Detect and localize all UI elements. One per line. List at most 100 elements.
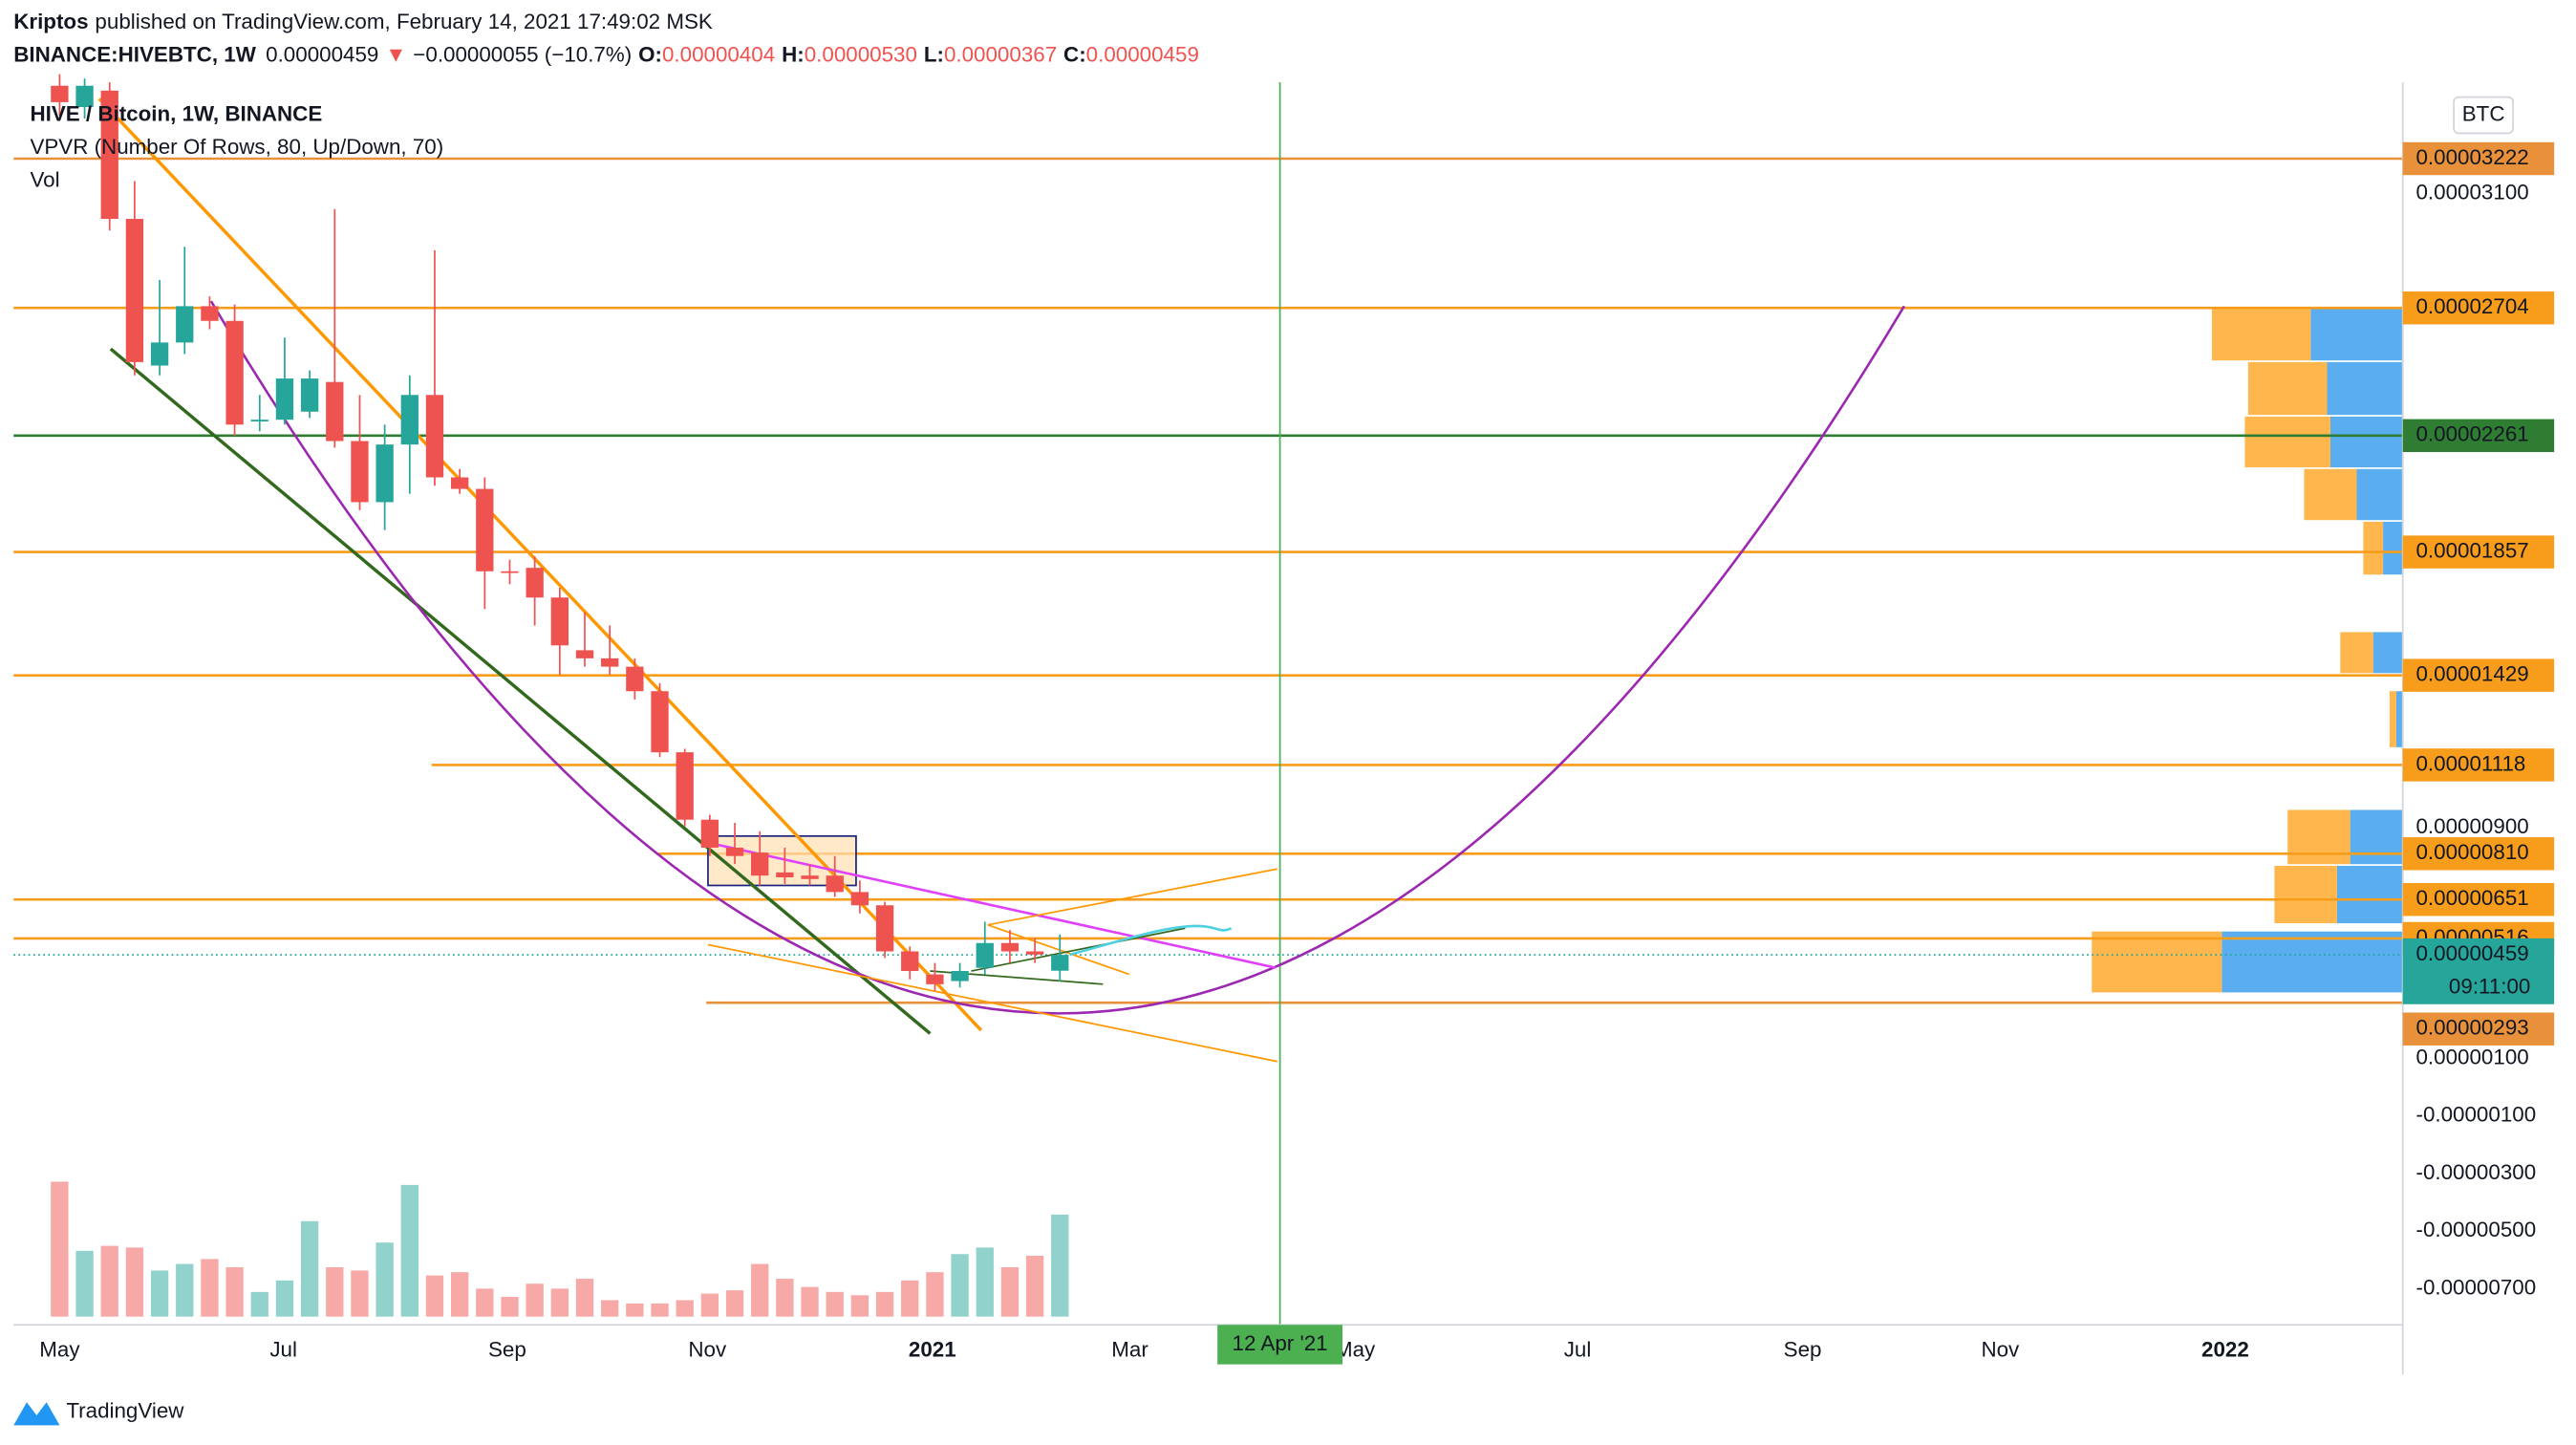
candle-body xyxy=(501,571,519,573)
volume-bar xyxy=(1025,1255,1044,1317)
volume-bar xyxy=(526,1283,544,1317)
candle-body xyxy=(700,819,719,848)
candle-body xyxy=(826,875,844,893)
volume-bar xyxy=(150,1270,169,1317)
volume-bar xyxy=(626,1303,644,1317)
candle-body xyxy=(776,872,794,878)
y-tick-label: 0.00000900 xyxy=(2415,814,2528,838)
volume-bar xyxy=(450,1272,469,1317)
channel-line xyxy=(987,924,1130,976)
vpvr-up xyxy=(2340,632,2373,674)
channel-line xyxy=(987,868,1277,926)
x-tick-label: Jul xyxy=(1564,1338,1592,1362)
last: 0.00000459 xyxy=(266,42,378,66)
level-tag xyxy=(2402,658,2555,692)
logo xyxy=(13,1402,60,1426)
candle-body xyxy=(1025,951,1044,955)
candle-body xyxy=(376,444,394,503)
parabola xyxy=(209,300,1906,1015)
volume-bar xyxy=(976,1247,994,1317)
y-tick-label: -0.00000700 xyxy=(2415,1276,2536,1300)
candle-body xyxy=(326,381,344,442)
trend-line xyxy=(109,347,932,1035)
candle-body xyxy=(725,847,744,856)
volume-bar xyxy=(776,1279,794,1317)
vpvr-up xyxy=(2304,468,2357,521)
volume-bar xyxy=(425,1275,444,1317)
candle-body xyxy=(1000,942,1020,952)
axes: May Jul Sep Nov 2021 Mar May Jul Sep Nov 20220.000… xyxy=(13,82,2555,1374)
candle-body xyxy=(351,441,369,503)
candle-body xyxy=(250,420,268,422)
legend-vpvr: VPVR (Number Of Rows, 80, Up/Down, 70) xyxy=(30,135,443,159)
o: 0.00000404 xyxy=(662,42,775,66)
x-tick-label: Nov xyxy=(1981,1338,2020,1362)
vpvr-down xyxy=(2336,865,2403,924)
currency[interactable]: BTC xyxy=(2462,101,2505,125)
volume-bar xyxy=(376,1242,394,1317)
volume-bar xyxy=(550,1288,569,1317)
volume-bar xyxy=(75,1250,94,1317)
volume-bar xyxy=(951,1254,969,1317)
l-label: L: xyxy=(924,42,944,66)
volume-bar xyxy=(850,1295,869,1317)
candle-body xyxy=(751,852,769,876)
vpvr-up xyxy=(2389,691,2396,747)
candle-body xyxy=(601,658,619,667)
channel-line xyxy=(971,927,1186,972)
vpvr-down xyxy=(2327,361,2403,416)
candle-body xyxy=(275,378,294,421)
candle-body xyxy=(801,875,819,879)
candle-body xyxy=(425,395,444,478)
level-label: 0.00001857 xyxy=(2415,538,2528,562)
candle-body xyxy=(901,951,919,972)
vpvr-down xyxy=(2372,632,2403,674)
candle-body xyxy=(100,90,118,220)
legend-vol: Vol xyxy=(30,167,59,191)
candle-body xyxy=(926,974,944,984)
candle-body xyxy=(75,85,94,108)
y-tick-label: -0.00000300 xyxy=(2415,1160,2536,1184)
candle-body xyxy=(976,942,994,968)
vpvr-up xyxy=(2092,931,2222,993)
volume-bar xyxy=(901,1280,919,1317)
level-tag xyxy=(2402,1012,2555,1046)
candle-body xyxy=(51,85,69,102)
vpvr xyxy=(2092,308,2403,993)
vpvr-down xyxy=(2222,931,2403,993)
x-tick-label: 2022 xyxy=(2201,1338,2249,1362)
vpvr-down xyxy=(2395,691,2403,747)
header-line-1: Kriptos published on TradingView.com, Feb… xyxy=(13,10,713,33)
author: Kriptos xyxy=(13,10,88,33)
volume-bar xyxy=(826,1291,844,1317)
volume-bar xyxy=(351,1270,369,1317)
level-label: 0.00001118 xyxy=(2415,751,2525,775)
candle-body xyxy=(676,752,694,820)
h-label: H: xyxy=(782,42,805,66)
candle-body xyxy=(526,568,544,598)
l: 0.00000367 xyxy=(944,42,1057,66)
candle-body xyxy=(450,477,469,489)
last-price-label: 0.00000459 xyxy=(2415,941,2528,965)
volume-bar xyxy=(651,1303,669,1317)
last-price-tag xyxy=(2402,938,2555,1004)
candle-body xyxy=(651,691,669,753)
currency-button[interactable] xyxy=(2453,96,2514,135)
x-tick-label: Nov xyxy=(688,1338,727,1362)
published: published on TradingView.com, February 1… xyxy=(95,10,712,33)
x-tick-label: May xyxy=(39,1338,80,1362)
marker-label: 12 Apr '21 xyxy=(1233,1331,1328,1355)
volume-bar xyxy=(476,1288,494,1317)
vpvr-up xyxy=(2244,416,2330,468)
footer: TradingView xyxy=(66,1398,184,1422)
vpvr-down xyxy=(2329,416,2403,468)
candle-body xyxy=(626,666,644,692)
level-tag xyxy=(2402,837,2555,871)
volume-bar xyxy=(926,1272,944,1317)
volume-bar xyxy=(300,1220,319,1317)
volume xyxy=(51,1181,1069,1317)
volume-bar xyxy=(326,1267,344,1317)
volume-bar xyxy=(250,1291,268,1317)
volume-bar xyxy=(875,1291,894,1317)
countdown: 09:11:00 xyxy=(2449,974,2530,998)
